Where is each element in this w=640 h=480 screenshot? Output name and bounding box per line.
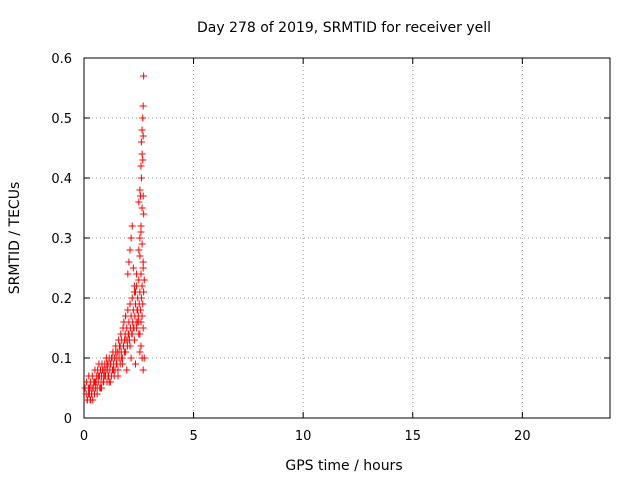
data-point [140, 276, 148, 284]
data-point [138, 204, 146, 212]
data-point [136, 186, 144, 194]
data-point [137, 228, 145, 236]
data-point [135, 318, 143, 326]
data-point [139, 156, 147, 164]
data-point [112, 348, 120, 356]
data-point [137, 174, 145, 182]
data-point [139, 366, 147, 374]
data-point [139, 258, 147, 266]
data-point [129, 324, 137, 332]
data-point [138, 354, 146, 362]
data-point [121, 336, 129, 344]
plot-area-border [83, 57, 611, 419]
y-axis-label: SRMTID / TECUs [7, 182, 23, 295]
data-point [83, 396, 91, 404]
data-point [138, 150, 146, 158]
data-point [118, 360, 126, 368]
data-point [137, 294, 145, 302]
x-tick-label: 0 [80, 429, 88, 444]
data-point [137, 162, 145, 170]
data-point [116, 342, 124, 350]
data-point [135, 198, 143, 206]
data-point [139, 264, 147, 272]
data-point [130, 336, 138, 344]
data-point [140, 72, 148, 80]
y-tick-label: 0.4 [51, 172, 72, 187]
data-point [125, 258, 133, 266]
data-point [137, 342, 145, 350]
data-point [88, 390, 96, 398]
data-point [85, 384, 93, 392]
x-tick-labels: 0 5 10 15 20 [80, 429, 531, 444]
data-point [90, 378, 98, 386]
data-point [140, 288, 148, 296]
x-tick-label: 15 [404, 429, 421, 444]
data-point [107, 354, 115, 362]
y-tick-label: 0.5 [51, 112, 72, 127]
data-point [127, 234, 135, 242]
data-point [135, 246, 143, 254]
data-point [129, 264, 137, 272]
x-tick-label: 20 [514, 429, 531, 444]
data-point [133, 270, 141, 278]
data-point [122, 348, 130, 356]
data-point [125, 330, 133, 338]
data-point [103, 360, 111, 368]
data-point [134, 306, 142, 314]
data-point [128, 222, 136, 230]
data-point [117, 354, 125, 362]
data-point [138, 312, 146, 320]
data-point [137, 138, 145, 146]
data-point [140, 210, 148, 218]
data-point [132, 288, 140, 296]
data-point [138, 282, 146, 290]
data-point [139, 300, 147, 308]
data-point [136, 234, 144, 242]
y-tick-label: 0 [64, 412, 72, 427]
data-point [137, 222, 145, 230]
data-point [99, 366, 107, 374]
data-point [101, 372, 109, 380]
data-point [96, 384, 104, 392]
data-point [123, 366, 131, 374]
data-points [81, 72, 148, 404]
axis-ticks [83, 57, 610, 419]
x-tick-label: 5 [189, 429, 197, 444]
data-point [110, 366, 118, 374]
data-point [139, 324, 147, 332]
data-point [126, 246, 134, 254]
data-point [138, 240, 146, 248]
grid-lines [84, 58, 610, 418]
data-point [132, 360, 140, 368]
data-point [139, 132, 147, 140]
y-tick-label: 0.1 [51, 352, 72, 367]
data-point [138, 126, 146, 134]
data-point [105, 378, 113, 386]
data-point [139, 192, 147, 200]
data-point [124, 270, 132, 278]
data-point [130, 282, 138, 290]
data-point [136, 330, 144, 338]
y-tick-label: 0.6 [51, 52, 72, 67]
data-point [139, 114, 147, 122]
chart-title: Day 278 of 2019, SRMTID for receiver yel… [197, 20, 491, 36]
y-tick-label: 0.2 [51, 292, 72, 307]
x-axis-label: GPS time / hours [285, 458, 402, 474]
data-point [139, 102, 147, 110]
data-point [127, 354, 135, 362]
data-point [136, 348, 144, 356]
data-point [94, 372, 102, 380]
data-point [126, 342, 134, 350]
y-tick-labels: 0 0.1 0.2 0.3 0.4 0.5 0.6 [51, 52, 72, 427]
data-point [136, 252, 144, 260]
y-tick-label: 0.3 [51, 232, 72, 247]
data-point [114, 372, 122, 380]
x-tick-label: 10 [295, 429, 312, 444]
